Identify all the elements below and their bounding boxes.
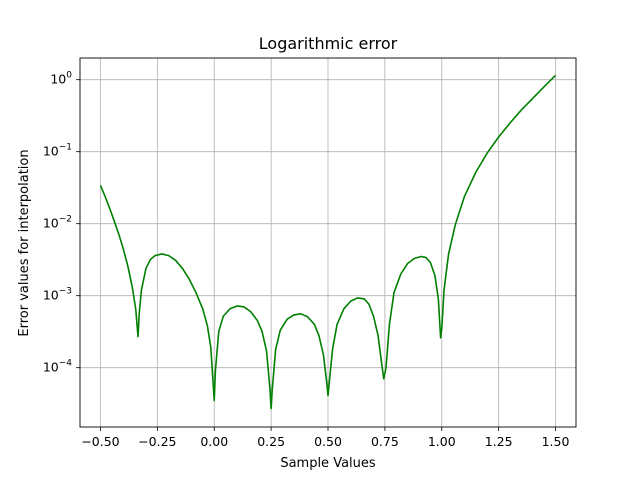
y-tick-label: 10−3	[43, 287, 72, 303]
x-tick-label: 1.00	[428, 434, 456, 449]
x-tick-label: −0.50	[81, 434, 119, 449]
y-tick-label: 100	[50, 71, 72, 87]
y-tick-label: 10−4	[43, 359, 72, 375]
x-tick-label: 0.50	[314, 434, 342, 449]
y-tick-label: 10−2	[43, 215, 72, 231]
x-tick-label: 0.75	[371, 434, 399, 449]
x-tick-label: 0.00	[200, 434, 228, 449]
y-tick-label: 10−1	[43, 143, 72, 159]
y-axis-ticks: 10−4 10−3 10−2 10−1 100	[43, 71, 80, 375]
chart-title: Logarithmic error	[259, 34, 398, 53]
y-axis-label: Error values for interpolation	[17, 149, 32, 336]
x-tick-label: 1.50	[542, 434, 570, 449]
x-tick-label: 1.25	[485, 434, 513, 449]
x-tick-label: −0.25	[138, 434, 176, 449]
x-axis-label: Sample Values	[280, 456, 376, 471]
x-axis-ticks: −0.50 −0.25 0.00 0.25 0.50 0.75 1.00 1.25 1.50	[81, 427, 569, 449]
y-gridlines	[80, 79, 576, 369]
x-gridlines	[100, 58, 556, 427]
x-tick-label: 0.25	[257, 434, 285, 449]
error-curve-line	[99, 74, 557, 410]
